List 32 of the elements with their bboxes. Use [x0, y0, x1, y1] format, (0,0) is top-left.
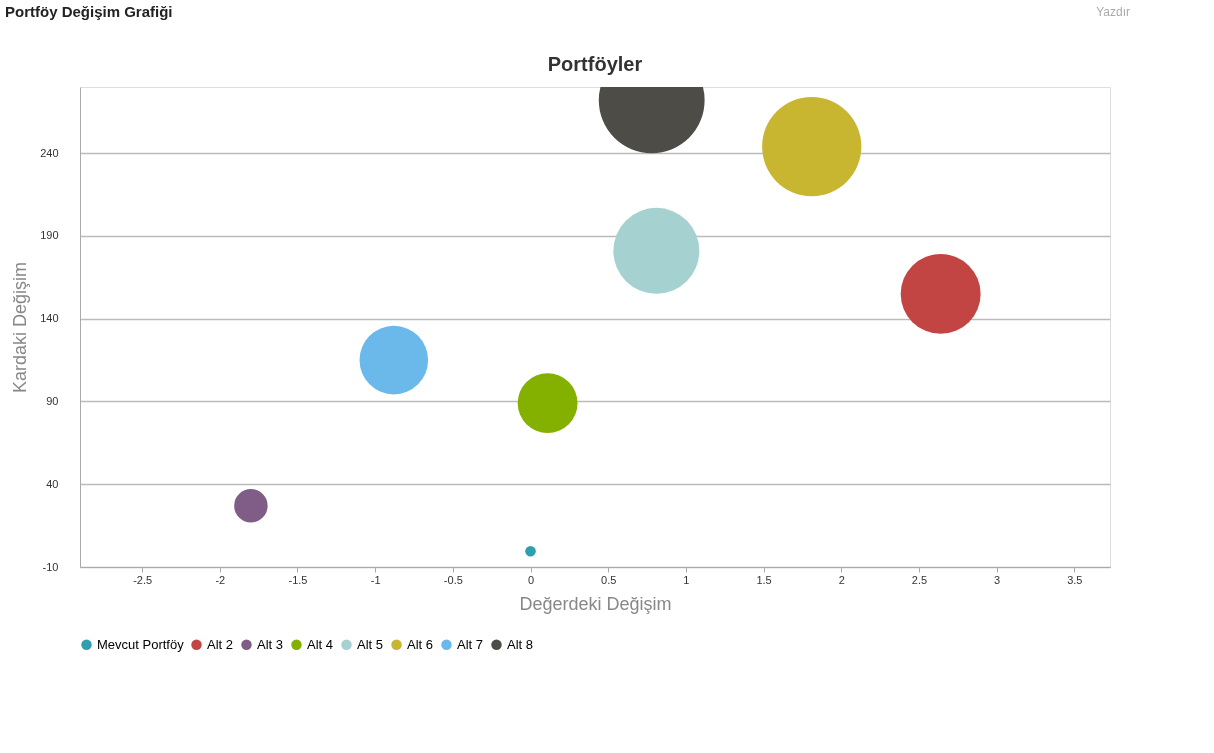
x-tick-label: 1: [683, 573, 690, 586]
y-tick-label: 40: [46, 477, 59, 490]
x-tick-label: -1: [370, 573, 381, 586]
legend-label: Alt 4: [307, 636, 334, 652]
x-tick-label: -2: [215, 573, 226, 586]
y-axis-title: Kardaki Değişim: [10, 261, 31, 394]
legend-label: Alt 6: [407, 636, 434, 652]
x-tick-label: 0.5: [601, 573, 617, 586]
y-tick-label: 190: [40, 229, 59, 242]
y-tick-label: 140: [40, 312, 59, 325]
x-tick-label: 0: [527, 573, 535, 586]
x-tick-label: 3.5: [1067, 573, 1083, 586]
y-tick-label: -10: [42, 560, 59, 573]
x-tick-label: 2.5: [911, 573, 928, 586]
x-tick-label: 1.5: [756, 573, 772, 586]
text: Portföy Değişim Grafiği: [5, 3, 173, 20]
y-tick-label: 240: [40, 146, 59, 159]
x-tick-label: -2.5: [133, 573, 153, 586]
y-tick-label: 90: [46, 394, 59, 407]
chart-title: Portföyler: [547, 53, 643, 75]
x-tick-label: 2: [838, 573, 845, 586]
x-tick-label: 3: [994, 573, 1001, 586]
legend-label: Alt 2: [207, 636, 234, 652]
x-tick-label: -1.5: [288, 573, 308, 586]
x-axis-title: Değerdeki Değişim: [519, 593, 672, 614]
legend-label: Alt 3: [257, 636, 284, 652]
legend-label: Alt 8: [507, 636, 534, 652]
x-tick-label: -0.5: [443, 573, 463, 586]
text: Yazdır: [1096, 5, 1130, 19]
legend-label: Mevcut Portföy: [97, 636, 185, 652]
legend-label: Alt 7: [457, 636, 484, 652]
legend-label: Alt 5: [357, 636, 384, 652]
